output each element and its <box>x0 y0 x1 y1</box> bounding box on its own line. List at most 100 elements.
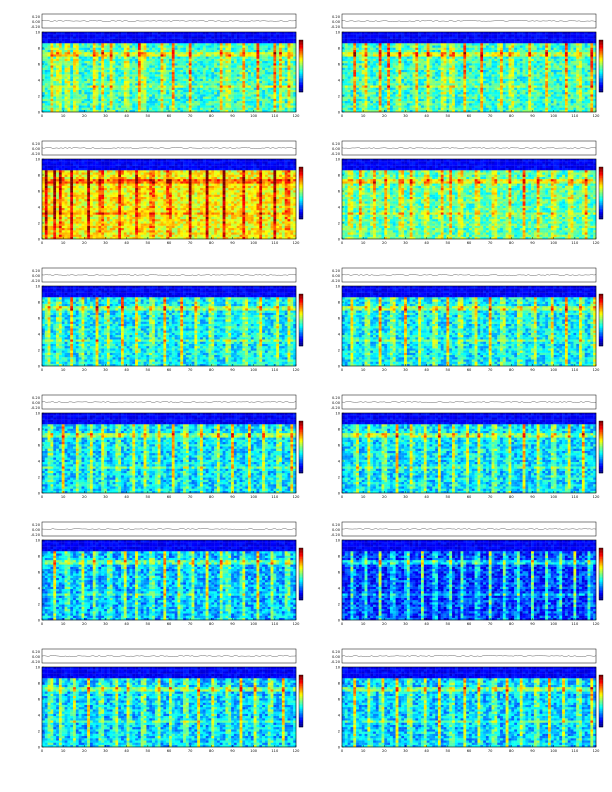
spectrogram-cell <box>123 105 127 108</box>
spectrogram-cell <box>56 69 60 73</box>
spectrogram-cell <box>267 92 271 95</box>
spectrogram-cell <box>132 74 136 77</box>
spectrogram-cell <box>423 98 427 102</box>
spectrogram-cell <box>466 63 470 66</box>
spectrogram-cell <box>443 83 447 86</box>
spectrogram-cell <box>415 36 419 39</box>
spectrogram-cell <box>233 67 237 70</box>
spectrogram-cell <box>154 34 158 37</box>
spectrogram-cell <box>239 47 243 50</box>
spectrogram-cell <box>194 52 198 55</box>
spectrogram-cell <box>409 63 413 66</box>
spectrogram-cell <box>245 32 249 35</box>
spectrogram-cell <box>109 96 113 99</box>
spectrogram-cell <box>273 32 277 35</box>
spectrogram-cell <box>401 96 405 99</box>
spectrogram-cell <box>222 103 226 106</box>
spectrogram-cell <box>53 38 57 42</box>
spectrogram-cell <box>115 80 119 84</box>
spectrogram-cell <box>378 80 382 84</box>
spectrogram-cell <box>432 105 436 108</box>
spectrogram-cell <box>281 89 285 93</box>
spectrogram-cell <box>222 47 226 50</box>
spectrogram-cell <box>466 72 470 75</box>
spectrogram-cell <box>112 56 116 59</box>
spectrogram-cell <box>152 40 156 44</box>
spectrogram-cell <box>121 54 124 57</box>
spectrogram-cell <box>384 34 388 37</box>
spectrogram-cell <box>404 36 408 39</box>
spectrogram-cell <box>353 38 357 42</box>
spectrogram-cell <box>225 60 229 64</box>
spectrogram-cell <box>146 98 150 102</box>
spectrogram-cell <box>78 38 82 42</box>
spectrogram-cell <box>208 103 212 106</box>
spectrogram-cell <box>143 94 147 97</box>
spectrogram-cell <box>426 58 430 62</box>
spectrogram-cell <box>129 100 133 104</box>
spectrogram-cell <box>84 56 88 59</box>
spectrogram-cell <box>225 87 229 90</box>
spectrogram-cell <box>152 78 156 82</box>
spectrogram-cell <box>143 89 147 93</box>
spectrogram-cell <box>67 32 71 35</box>
spectrogram-cell <box>78 34 82 37</box>
spectrogram-cell <box>426 89 430 93</box>
spectrogram-cell <box>401 60 405 64</box>
spectrogram-cell <box>129 80 133 84</box>
spectrogram-cell <box>95 83 99 86</box>
spectrogram-cell <box>47 69 51 73</box>
spectrogram-cell <box>75 72 79 75</box>
spectrogram-cell <box>276 78 280 82</box>
spectrogram-cell <box>409 100 413 104</box>
spectrogram-cell <box>361 54 365 57</box>
spectrogram-cell <box>47 52 51 55</box>
spectrogram-cell <box>132 85 136 88</box>
spectrogram-cell <box>395 85 399 88</box>
spectrogram-cell <box>398 67 402 70</box>
spectrogram-cell <box>98 78 102 82</box>
spectrogram-cell <box>166 89 170 93</box>
spectrogram-cell <box>174 105 178 108</box>
spectrogram-cell <box>423 32 427 35</box>
spectrogram-cell <box>457 78 461 82</box>
spectrogram-cell <box>135 100 139 104</box>
spectrogram-cell <box>112 74 116 77</box>
x-tick-label: 90 <box>230 114 235 118</box>
spectrogram-cell <box>78 107 82 110</box>
spectrogram-cell <box>154 40 158 44</box>
spectrogram-cell <box>358 32 362 35</box>
spectrogram-cell <box>245 72 249 75</box>
spectrogram-cell <box>132 58 136 62</box>
spectrogram-cell <box>381 107 385 110</box>
spectrogram-cell <box>406 69 410 73</box>
spectrogram-cell <box>233 38 237 42</box>
spectrogram-cell <box>236 78 240 82</box>
spectrogram-cell <box>290 36 294 39</box>
spectrogram-cell <box>253 52 257 55</box>
spectrogram-cell <box>121 85 124 88</box>
spectrogram-cell <box>75 32 79 35</box>
spectrogram-cell <box>449 69 453 73</box>
spectrogram-cell <box>281 32 285 35</box>
spectrogram-cell <box>64 40 68 44</box>
spectrogram-cell <box>157 65 161 68</box>
spectrogram-cell <box>166 54 170 57</box>
spectrogram-cell <box>242 40 246 44</box>
spectrogram-cell <box>129 54 133 57</box>
spectrogram-cell <box>242 34 246 37</box>
spectrogram-cell <box>171 47 175 50</box>
spectrogram-cell <box>115 40 119 44</box>
spectrogram-cell <box>392 34 396 37</box>
spectrogram-cell <box>361 34 365 37</box>
spectrogram-cell <box>356 103 360 106</box>
spectrogram-cell <box>364 38 368 42</box>
spectrogram-cell <box>358 83 362 86</box>
spectrogram-cell <box>202 60 206 64</box>
spectrogram-cell <box>350 109 354 113</box>
spectrogram-cell <box>53 45 57 48</box>
colorbar-segment <box>299 58 303 60</box>
spectrogram-cell <box>163 69 167 73</box>
spectrogram-cell <box>259 45 263 48</box>
spectrogram-cell <box>281 60 285 64</box>
